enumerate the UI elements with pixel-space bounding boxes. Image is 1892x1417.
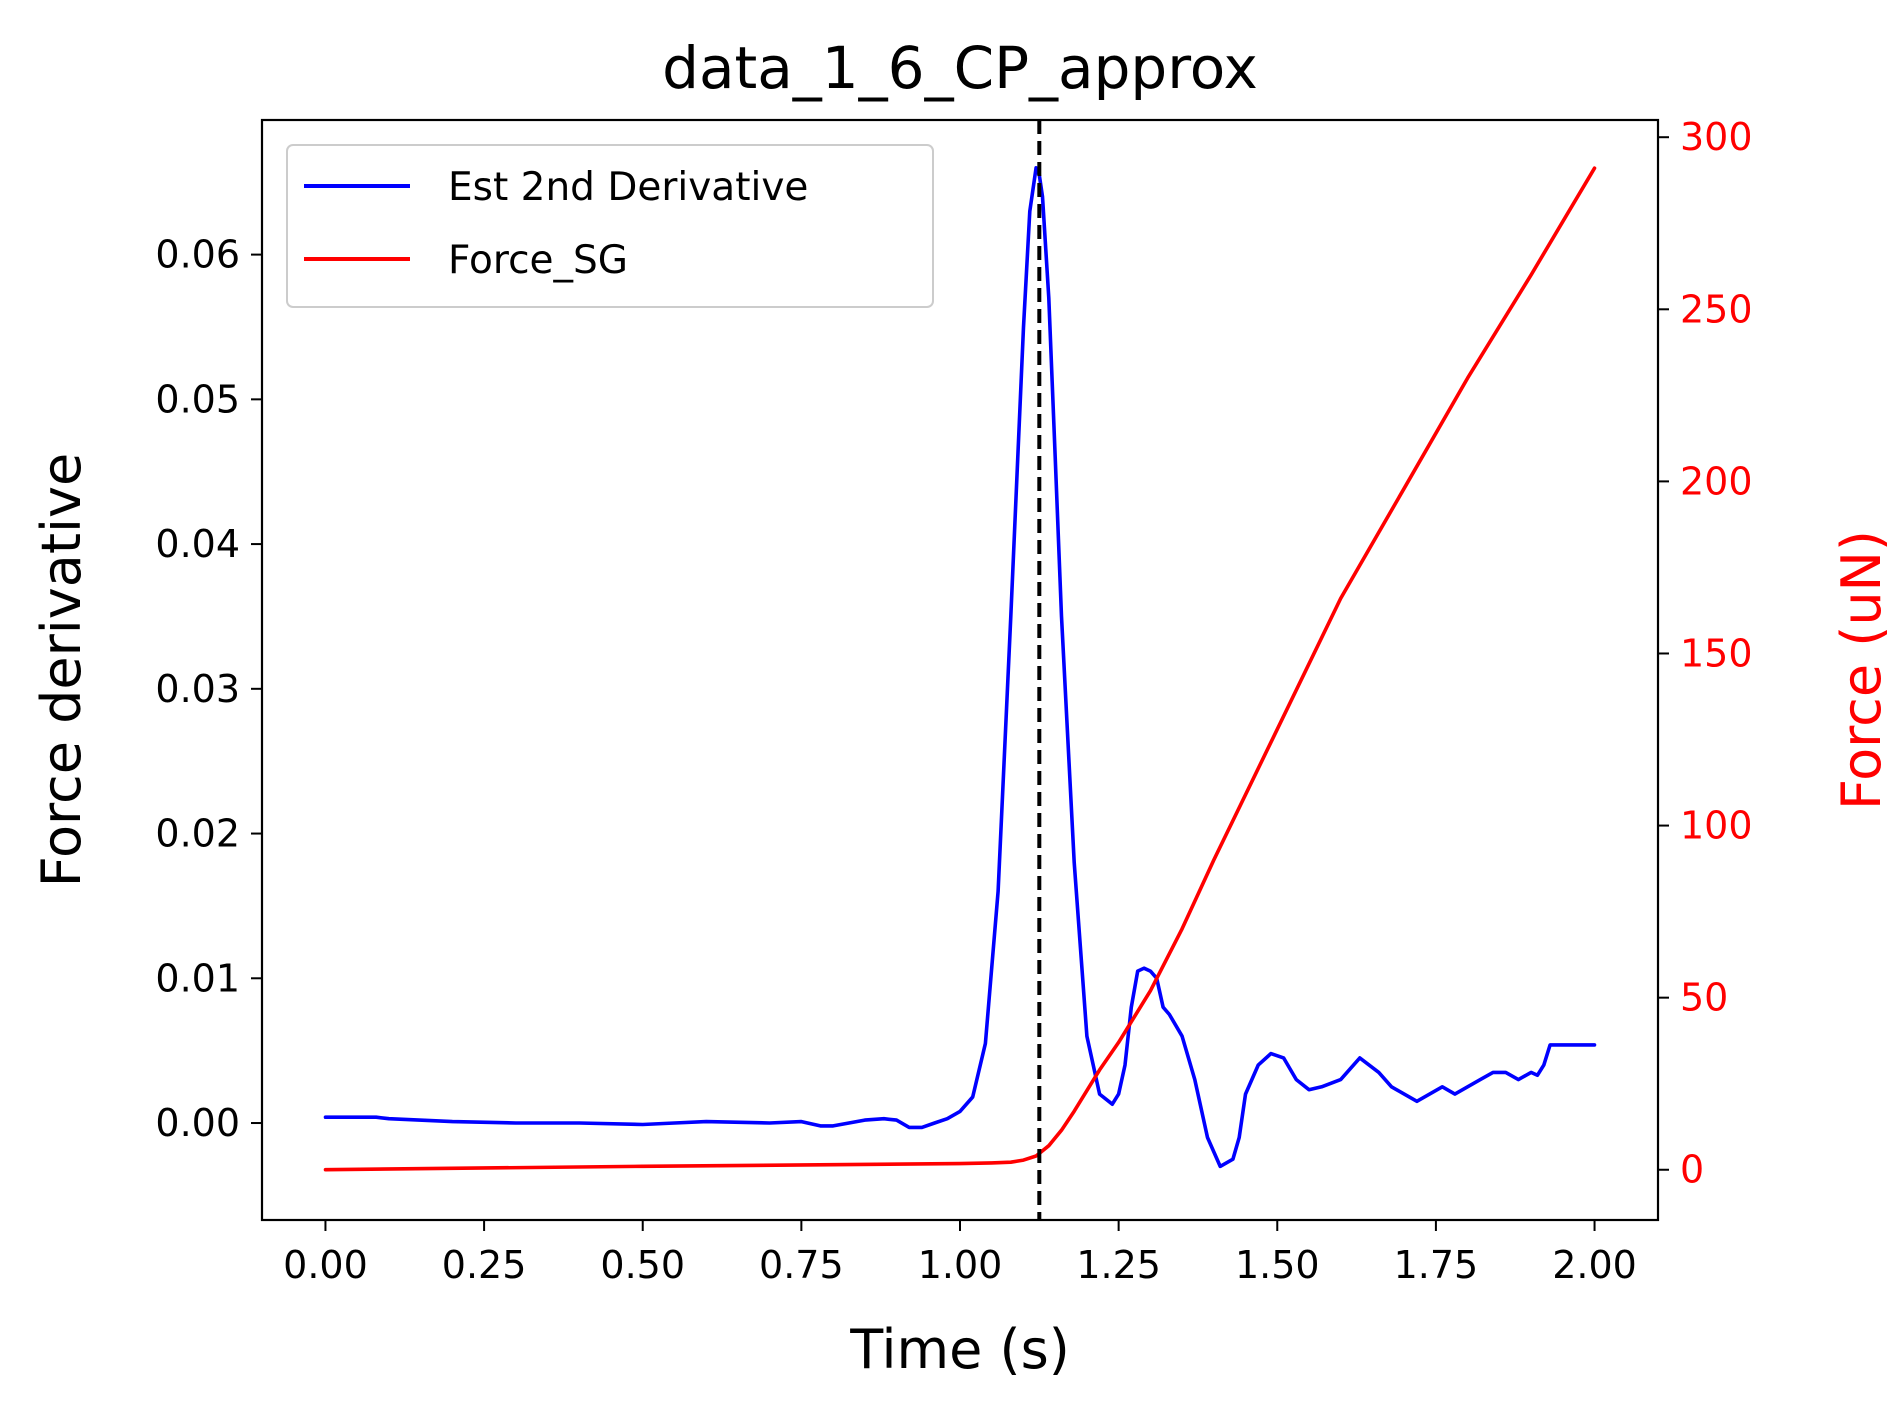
y-right-tick-label: 100 (1680, 804, 1753, 848)
series-line-derivative (323, 166, 1597, 1169)
legend-label-force: Force_SG (448, 238, 628, 283)
legend-box (286, 144, 934, 308)
y-tick-label: 0.00 (155, 1101, 240, 1145)
y-tick-label: 0.04 (155, 522, 240, 566)
x-tick-label: 0.75 (759, 1243, 844, 1287)
chart-title: data_1_6_CP_approx (662, 34, 1258, 102)
plot-layer (323, 120, 1597, 1220)
legend: Est 2nd Derivative Force_SG (286, 144, 934, 308)
legend-label-derivative: Est 2nd Derivative (448, 165, 808, 210)
y-right-tick-label: 300 (1680, 115, 1753, 159)
y-tick-label: 0.02 (155, 812, 240, 856)
x-axis-label: Time (s) (849, 1318, 1070, 1381)
y-tick-label: 0.01 (155, 956, 240, 1000)
y-axis-label-right: Force (uN) (1830, 530, 1892, 810)
y-tick-label: 0.05 (155, 377, 240, 421)
x-tick-label: 0.25 (442, 1243, 527, 1287)
y-right-tick-label: 150 (1680, 631, 1753, 675)
y-right-tick-label: 50 (1680, 976, 1728, 1020)
x-tick-label: 2.00 (1552, 1243, 1637, 1287)
x-tick-label: 1.75 (1394, 1243, 1479, 1287)
x-tick-label: 1.50 (1235, 1243, 1320, 1287)
x-tick-label: 1.25 (1076, 1243, 1161, 1287)
x-tick-label: 0.50 (600, 1243, 685, 1287)
x-tick-label: 0.00 (283, 1243, 368, 1287)
y-tick-label: 0.06 (155, 233, 240, 277)
y-right-tick-label: 0 (1680, 1148, 1704, 1192)
x-tick-label: 1.00 (918, 1243, 1003, 1287)
y-right-tick-label: 250 (1680, 287, 1753, 331)
y-right-tick-label: 200 (1680, 459, 1753, 503)
y-tick-label: 0.03 (155, 667, 240, 711)
series-line-force (323, 166, 1597, 1172)
y-axis-label: Force derivative (30, 453, 93, 887)
axes-layer: 0.00 0.25 0.50 0.75 1.00 1.25 1.50 1.75 2.00 0.00… (155, 115, 1752, 1287)
